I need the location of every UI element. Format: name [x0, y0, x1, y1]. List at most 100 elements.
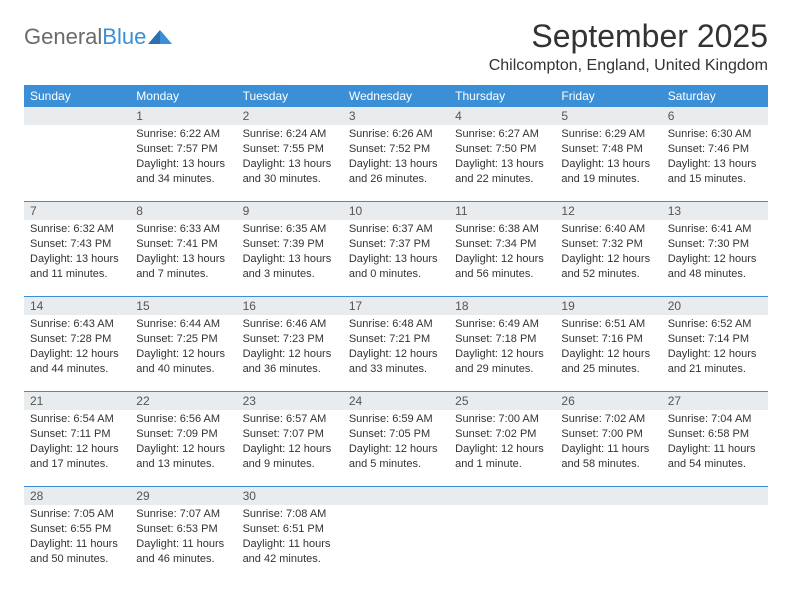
weekday-label: Sunday — [24, 85, 130, 107]
sunset-text: Sunset: 7:34 PM — [455, 237, 549, 252]
sunrise-text: Sunrise: 6:44 AM — [136, 317, 230, 332]
calendar-cell: Sunrise: 6:30 AMSunset: 7:46 PMDaylight:… — [662, 125, 768, 201]
calendar-cell: Sunrise: 6:38 AMSunset: 7:34 PMDaylight:… — [449, 220, 555, 296]
day-number-row: 14151617181920 — [24, 297, 768, 315]
daylight-text: Daylight: 13 hours and 34 minutes. — [136, 157, 230, 187]
sunrise-text: Sunrise: 6:38 AM — [455, 222, 549, 237]
calendar-cell: Sunrise: 6:37 AMSunset: 7:37 PMDaylight:… — [343, 220, 449, 296]
sunrise-text: Sunrise: 6:57 AM — [243, 412, 337, 427]
day-number: 4 — [449, 107, 555, 125]
daylight-text: Daylight: 12 hours and 36 minutes. — [243, 347, 337, 377]
day-number-row: 282930 — [24, 487, 768, 505]
month-title: September 2025 — [489, 18, 768, 55]
week-block: 21222324252627Sunrise: 6:54 AMSunset: 7:… — [24, 392, 768, 487]
daylight-text: Daylight: 12 hours and 44 minutes. — [30, 347, 124, 377]
sunset-text: Sunset: 7:28 PM — [30, 332, 124, 347]
daylight-text: Daylight: 12 hours and 48 minutes. — [668, 252, 762, 282]
week-row: Sunrise: 6:22 AMSunset: 7:57 PMDaylight:… — [24, 125, 768, 202]
weekday-label: Friday — [555, 85, 661, 107]
sunrise-text: Sunrise: 6:46 AM — [243, 317, 337, 332]
sunrise-text: Sunrise: 7:05 AM — [30, 507, 124, 522]
sunrise-text: Sunrise: 6:33 AM — [136, 222, 230, 237]
calendar-cell: Sunrise: 7:05 AMSunset: 6:55 PMDaylight:… — [24, 505, 130, 581]
calendar-cell: Sunrise: 6:26 AMSunset: 7:52 PMDaylight:… — [343, 125, 449, 201]
week-row: Sunrise: 6:32 AMSunset: 7:43 PMDaylight:… — [24, 220, 768, 297]
daylight-text: Daylight: 12 hours and 56 minutes. — [455, 252, 549, 282]
daylight-text: Daylight: 12 hours and 1 minute. — [455, 442, 549, 472]
daylight-text: Daylight: 13 hours and 7 minutes. — [136, 252, 230, 282]
day-number: 24 — [343, 392, 449, 410]
weekday-label: Monday — [130, 85, 236, 107]
title-block: September 2025 Chilcompton, England, Uni… — [489, 18, 768, 75]
calendar-cell: Sunrise: 7:08 AMSunset: 6:51 PMDaylight:… — [237, 505, 343, 581]
sunrise-text: Sunrise: 6:24 AM — [243, 127, 337, 142]
sunset-text: Sunset: 6:53 PM — [136, 522, 230, 537]
sunset-text: Sunset: 7:37 PM — [349, 237, 443, 252]
calendar-cell: Sunrise: 6:57 AMSunset: 7:07 PMDaylight:… — [237, 410, 343, 486]
daylight-text: Daylight: 11 hours and 58 minutes. — [561, 442, 655, 472]
sunset-text: Sunset: 7:18 PM — [455, 332, 549, 347]
day-number: 12 — [555, 202, 661, 220]
sunrise-text: Sunrise: 6:56 AM — [136, 412, 230, 427]
day-number — [662, 487, 768, 505]
sunset-text: Sunset: 7:30 PM — [668, 237, 762, 252]
sunrise-text: Sunrise: 6:26 AM — [349, 127, 443, 142]
daylight-text: Daylight: 11 hours and 54 minutes. — [668, 442, 762, 472]
day-number: 20 — [662, 297, 768, 315]
sunset-text: Sunset: 6:51 PM — [243, 522, 337, 537]
sunset-text: Sunset: 7:02 PM — [455, 427, 549, 442]
calendar-cell — [343, 505, 449, 581]
week-row: Sunrise: 7:05 AMSunset: 6:55 PM Daylight:… — [24, 505, 768, 581]
calendar-cell — [449, 505, 555, 581]
calendar-cell: Sunrise: 6:32 AMSunset: 7:43 PMDaylight:… — [24, 220, 130, 296]
daylight-text: Daylight: 13 hours and 19 minutes. — [561, 157, 655, 187]
day-number — [449, 487, 555, 505]
daylight-text: Daylight: 13 hours and 30 minutes. — [243, 157, 337, 187]
sunrise-text: Sunrise: 6:41 AM — [668, 222, 762, 237]
sunrise-text: Sunrise: 7:08 AM — [243, 507, 337, 522]
sunset-text: Sunset: 7:00 PM — [561, 427, 655, 442]
day-number — [343, 487, 449, 505]
sunset-text: Sunset: 7:05 PM — [349, 427, 443, 442]
day-number — [555, 487, 661, 505]
calendar-cell: Sunrise: 6:40 AMSunset: 7:32 PMDaylight:… — [555, 220, 661, 296]
sunset-text: Sunset: 7:52 PM — [349, 142, 443, 157]
week-block: 123456Sunrise: 6:22 AMSunset: 7:57 PMDay… — [24, 107, 768, 202]
daylight-text: Daylight: 13 hours and 22 minutes. — [455, 157, 549, 187]
sunset-text: Sunset: 7:14 PM — [668, 332, 762, 347]
calendar-cell: Sunrise: 6:52 AMSunset: 7:14 PMDaylight:… — [662, 315, 768, 391]
sunset-text: Sunset: 7:09 PM — [136, 427, 230, 442]
calendar-cell: Sunrise: 7:02 AMSunset: 7:00 PMDaylight:… — [555, 410, 661, 486]
sunset-text: Sunset: 6:55 PM — [30, 522, 124, 537]
daylight-text: Daylight: 12 hours and 5 minutes. — [349, 442, 443, 472]
day-number: 7 — [24, 202, 130, 220]
day-number: 15 — [130, 297, 236, 315]
daylight-text: Daylight: 12 hours and 17 minutes. — [30, 442, 124, 472]
daylight-text: Daylight: 11 hours and 42 minutes. — [243, 537, 337, 567]
sunset-text: Sunset: 7:07 PM — [243, 427, 337, 442]
day-number — [24, 107, 130, 125]
sunrise-text: Sunrise: 6:29 AM — [561, 127, 655, 142]
sunrise-text: Sunrise: 6:51 AM — [561, 317, 655, 332]
daylight-text: Daylight: 12 hours and 52 minutes. — [561, 252, 655, 282]
header-row: GeneralBlue September 2025 Chilcompton, … — [24, 18, 768, 75]
day-number: 2 — [237, 107, 343, 125]
day-number: 29 — [130, 487, 236, 505]
daylight-text: Daylight: 13 hours and 3 minutes. — [243, 252, 337, 282]
week-row: Sunrise: 6:43 AMSunset: 7:28 PMDaylight:… — [24, 315, 768, 392]
calendar-cell: Sunrise: 6:46 AMSunset: 7:23 PMDaylight:… — [237, 315, 343, 391]
day-number: 21 — [24, 392, 130, 410]
location-text: Chilcompton, England, United Kingdom — [489, 57, 768, 75]
daylight-text: Daylight: 12 hours and 33 minutes. — [349, 347, 443, 377]
sunrise-text: Sunrise: 7:07 AM — [136, 507, 230, 522]
calendar-cell: Sunrise: 6:54 AMSunset: 7:11 PMDaylight:… — [24, 410, 130, 486]
day-number: 17 — [343, 297, 449, 315]
sunset-text: Sunset: 7:41 PM — [136, 237, 230, 252]
sunrise-text: Sunrise: 6:32 AM — [30, 222, 124, 237]
calendar-cell: Sunrise: 6:59 AMSunset: 7:05 PMDaylight:… — [343, 410, 449, 486]
calendar-cell: Sunrise: 6:24 AMSunset: 7:55 PMDaylight:… — [237, 125, 343, 201]
day-number: 16 — [237, 297, 343, 315]
day-number: 9 — [237, 202, 343, 220]
sunrise-text: Sunrise: 6:30 AM — [668, 127, 762, 142]
daylight-text: Daylight: 12 hours and 29 minutes. — [455, 347, 549, 377]
